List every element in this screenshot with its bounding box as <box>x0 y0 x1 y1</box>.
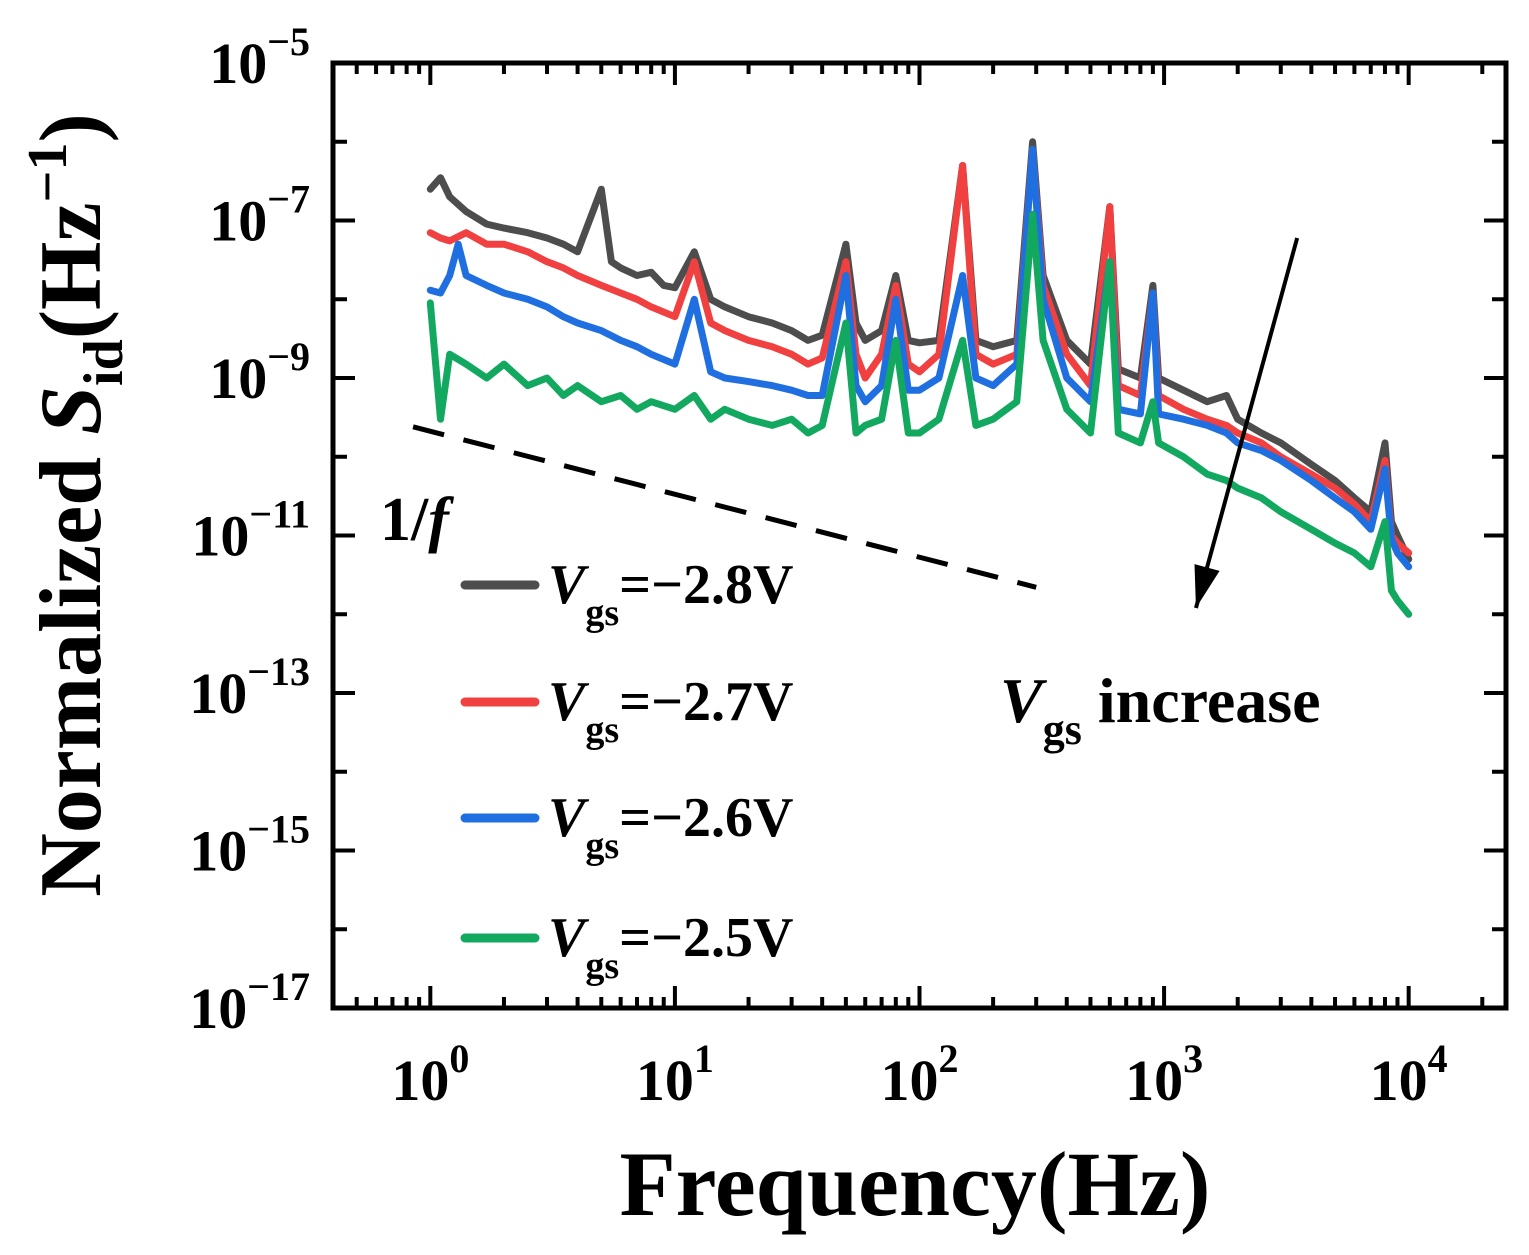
y-tick-label: 10−11 <box>191 492 310 569</box>
y-tick-label: 10−15 <box>189 807 310 884</box>
series-line-4 <box>426 210 1413 618</box>
x-tick-label: 100 <box>391 1036 469 1113</box>
trend-arrow-shaft <box>1194 237 1300 609</box>
x-axis-title: Frequency(Hz) <box>619 1133 1210 1235</box>
one-over-f-label: 1/f <box>380 486 454 554</box>
axes-layer: 100 101 102 103 104 10−5 10−7 10−9 10−11 10−13 10−… <box>189 19 1506 1113</box>
y-tick-label: 10−9 <box>209 334 310 411</box>
y-tick-label: 10−17 <box>189 964 310 1041</box>
y-tick-label: 10−13 <box>189 649 310 726</box>
y-tick-label: 10−5 <box>209 19 310 96</box>
legend-label-4: Vgs=−2.5V <box>548 907 793 987</box>
axis-titles: Frequency(Hz) Normalized Sid(Hz−1) <box>17 113 1211 1235</box>
legend-label-1: Vgs=−2.8V <box>548 554 793 634</box>
y-axis-title: Normalized Sid(Hz−1) <box>17 113 135 897</box>
legend: Vgs=−2.8V Vgs=−2.7V Vgs=−2.6V Vgs=−2.5V <box>460 554 793 987</box>
legend-label-3: Vgs=−2.6V <box>548 787 793 867</box>
legend-label-2: Vgs=−2.7V <box>548 671 793 751</box>
plot-frame <box>330 60 1509 1011</box>
one-over-f-guide-line <box>412 424 1037 590</box>
series-line-3 <box>426 145 1413 571</box>
x-tick-label: 104 <box>1370 1036 1448 1113</box>
series-layer <box>426 138 1413 618</box>
series-line-2 <box>426 145 1413 557</box>
y-tick-label: 10−7 <box>209 177 310 254</box>
trend-arrow-head <box>1194 564 1220 609</box>
x-tick-label: 102 <box>881 1036 959 1113</box>
x-tick-label: 103 <box>1125 1036 1203 1113</box>
annotation-layer: 1/f Vgs increase <box>380 237 1321 754</box>
vgs-increase-label: Vgs increase <box>1000 665 1321 754</box>
x-tick-label: 101 <box>636 1036 714 1113</box>
